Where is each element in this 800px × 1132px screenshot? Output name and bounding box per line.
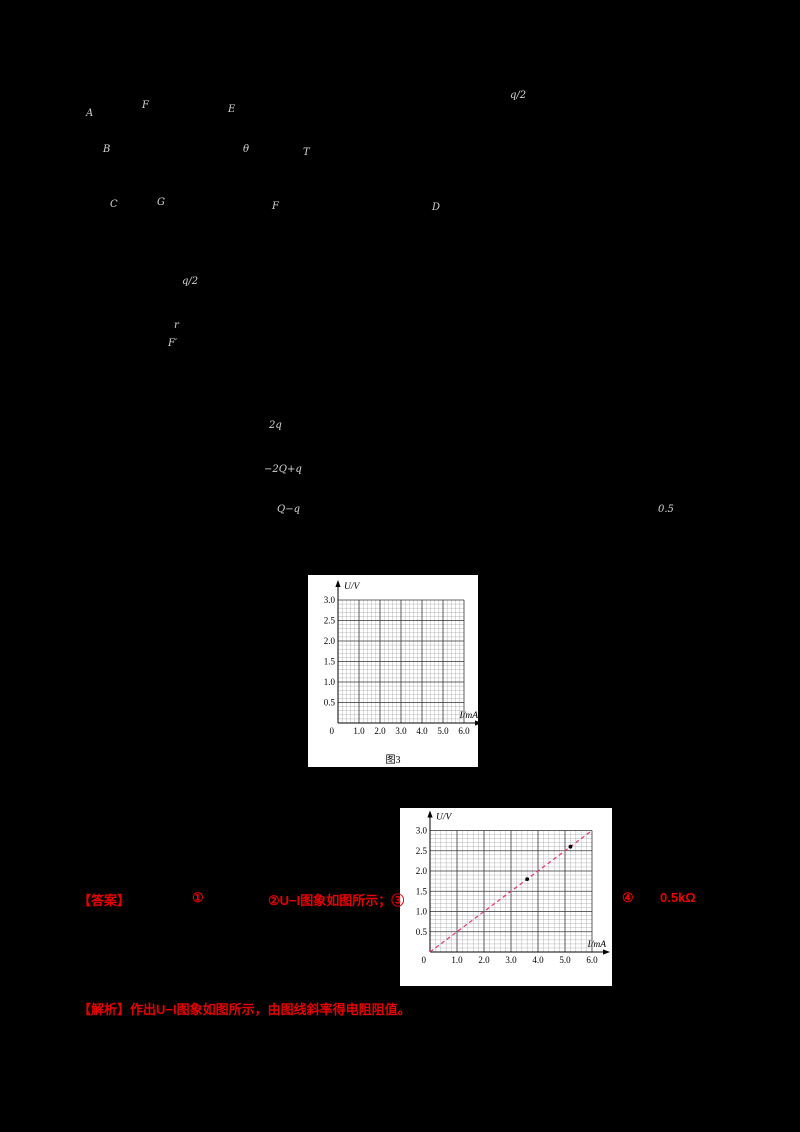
math-fragment: D xyxy=(432,202,441,213)
svg-text:6.0: 6.0 xyxy=(586,955,598,965)
figure3-plot: U/V I/mA 0 1.0 2.0 3.0 4.0 5.0 6.0 0.5 1.0 1.5 2.0 2.… xyxy=(308,575,482,752)
svg-text:3.0: 3.0 xyxy=(395,726,407,736)
math-fragment: A xyxy=(86,108,94,119)
math-fragment: C xyxy=(110,199,118,210)
svg-text:2.0: 2.0 xyxy=(324,636,336,646)
svg-text:1.0: 1.0 xyxy=(353,726,365,736)
svg-text:6.0: 6.0 xyxy=(458,726,470,736)
svg-text:2.0: 2.0 xyxy=(416,866,428,876)
svg-text:2.0: 2.0 xyxy=(478,955,490,965)
math-fragment: F xyxy=(142,100,149,111)
answer-segment: ① xyxy=(192,890,204,905)
answer-segment: ②U−I图象如图所示；③ xyxy=(268,893,405,908)
answer-segment: 【答案】 xyxy=(78,893,131,908)
svg-text:U/V: U/V xyxy=(344,582,361,592)
answer-plot: U/V I/mA 0 1.0 2.0 3.0 4.0 5.0 6.0 0.5 1.0 1.5 2.0 2.… xyxy=(400,808,612,973)
svg-text:4.0: 4.0 xyxy=(416,726,428,736)
math-fragment: F′ xyxy=(168,338,178,349)
svg-text:I/mA: I/mA xyxy=(459,711,478,721)
svg-text:3.0: 3.0 xyxy=(416,826,428,836)
svg-text:2.5: 2.5 xyxy=(324,616,336,626)
fit-line xyxy=(429,830,593,953)
analysis-text: 【解析】作出U−I图象如图所示，由图线斜率得电阻阻值。 xyxy=(78,1002,411,1017)
answer-chart: U/V I/mA 0 1.0 2.0 3.0 4.0 5.0 6.0 0.5 1.0 1.5 2.0 2.… xyxy=(400,808,612,986)
answer-segment: 0.5kΩ xyxy=(660,890,696,905)
figure4-svg: U/V I/mA 0 1.0 2.0 3.0 4.0 5.0 6.0 0.5 1.0 1.5 2.0 2.… xyxy=(416,810,610,965)
math-fragment: B xyxy=(103,144,111,155)
data-point xyxy=(525,877,530,881)
svg-text:5.0: 5.0 xyxy=(437,726,449,736)
math-fragment: T xyxy=(303,147,310,158)
math-fragment: E xyxy=(228,104,236,115)
math-fragment: θ xyxy=(243,144,250,155)
math-fragment: q/2 xyxy=(510,90,527,101)
math-fragment: 2q xyxy=(269,420,282,431)
svg-text:0: 0 xyxy=(422,955,427,965)
figure3-chart: U/V I/mA 0 1.0 2.0 3.0 4.0 5.0 6.0 0.5 1.0 1.5 2.0 2.… xyxy=(308,575,482,767)
svg-text:0: 0 xyxy=(330,726,335,736)
data-point xyxy=(568,844,573,849)
math-fragment: 0.5 xyxy=(658,504,674,515)
svg-text:1.0: 1.0 xyxy=(324,677,336,687)
math-fragment: r xyxy=(174,320,179,331)
svg-text:0.5: 0.5 xyxy=(416,927,428,937)
svg-text:I/mA: I/mA xyxy=(587,940,607,950)
math-fragment: Q−q xyxy=(277,504,300,515)
svg-text:0.5: 0.5 xyxy=(324,698,336,708)
svg-text:5.0: 5.0 xyxy=(559,955,571,965)
math-fragment: −2Q+q xyxy=(264,464,302,475)
figure3-svg: U/V I/mA 0 1.0 2.0 3.0 4.0 5.0 6.0 0.5 1.0 1.5 2.0 2.… xyxy=(324,580,482,736)
svg-text:U/V: U/V xyxy=(436,813,453,823)
math-fragment: F xyxy=(272,201,279,212)
answer-segment: ④ xyxy=(622,890,634,905)
figure3-caption: 图3 xyxy=(385,755,401,766)
svg-text:1.0: 1.0 xyxy=(416,907,428,917)
svg-text:1.5: 1.5 xyxy=(324,657,336,667)
svg-text:3.0: 3.0 xyxy=(505,955,517,965)
svg-text:1.5: 1.5 xyxy=(416,886,428,896)
svg-text:1.0: 1.0 xyxy=(451,955,463,965)
svg-text:2.5: 2.5 xyxy=(416,846,428,856)
math-fragment: G xyxy=(157,197,165,208)
svg-text:4.0: 4.0 xyxy=(532,955,544,965)
svg-text:2.0: 2.0 xyxy=(374,726,386,736)
svg-text:3.0: 3.0 xyxy=(324,595,336,605)
math-fragment: q/2 xyxy=(182,276,199,287)
